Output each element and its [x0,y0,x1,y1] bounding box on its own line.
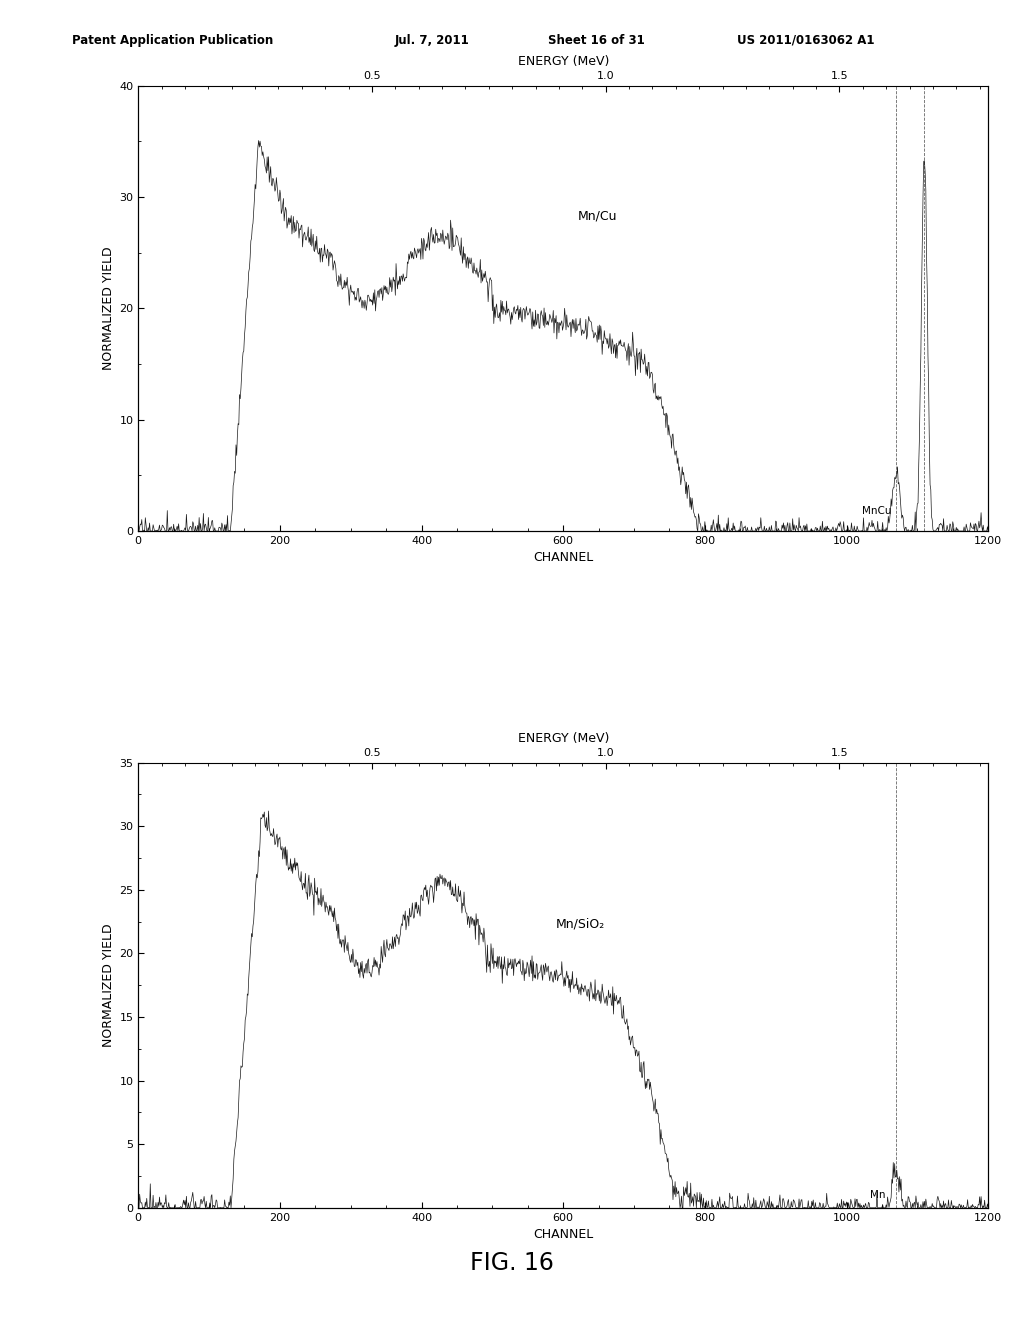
Text: US 2011/0163062 A1: US 2011/0163062 A1 [737,33,874,46]
Y-axis label: NORMALIZED YIELD: NORMALIZED YIELD [102,924,115,1047]
X-axis label: ENERGY (MeV): ENERGY (MeV) [517,55,609,69]
Text: Mn/Cu: Mn/Cu [578,210,616,222]
Text: Patent Application Publication: Patent Application Publication [72,33,273,46]
Y-axis label: NORMALIZED YIELD: NORMALIZED YIELD [102,247,115,370]
X-axis label: CHANNEL: CHANNEL [534,552,593,565]
Text: Mn: Mn [869,1189,886,1200]
Text: FIG. 16: FIG. 16 [470,1251,554,1275]
Text: Jul. 7, 2011: Jul. 7, 2011 [394,33,469,46]
Text: Mn/SiO₂: Mn/SiO₂ [556,917,605,931]
X-axis label: ENERGY (MeV): ENERGY (MeV) [517,733,609,746]
X-axis label: CHANNEL: CHANNEL [534,1228,593,1241]
Text: MnCu: MnCu [862,507,892,516]
Text: Sheet 16 of 31: Sheet 16 of 31 [548,33,644,46]
